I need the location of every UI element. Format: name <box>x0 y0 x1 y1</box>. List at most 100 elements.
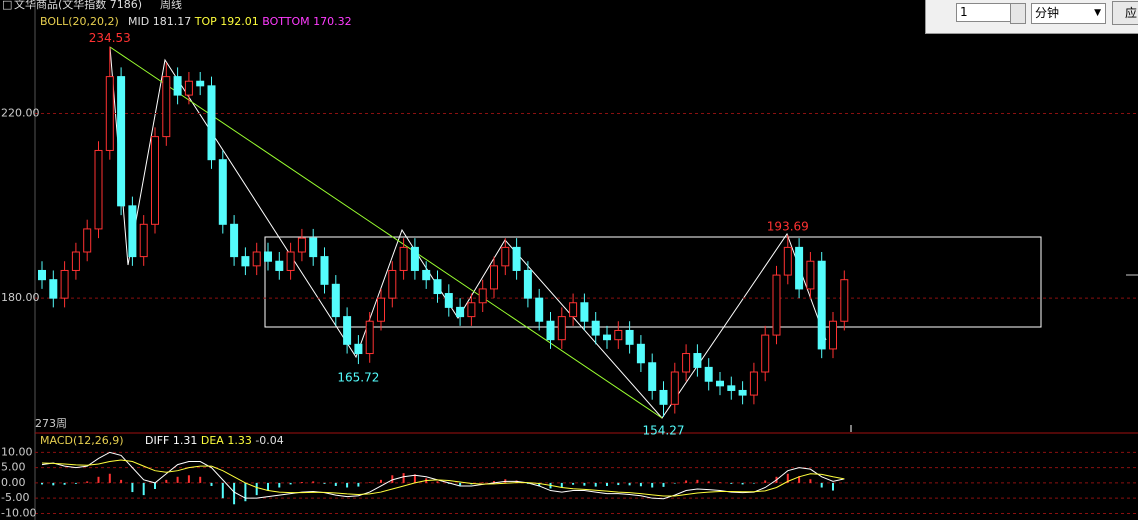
candle-body <box>546 320 555 341</box>
candle-body <box>71 251 80 271</box>
candle-body <box>693 353 702 368</box>
candle-body <box>591 320 600 336</box>
candle-body <box>49 279 58 299</box>
macd-current: -0.04 <box>255 434 283 447</box>
candle-body <box>128 205 137 258</box>
candle-body <box>275 260 284 271</box>
candle-body <box>230 223 239 258</box>
candle-body <box>490 265 498 290</box>
candle-body <box>840 279 849 322</box>
candle-body <box>761 334 770 373</box>
candle-body <box>94 149 103 230</box>
candle-body <box>286 251 295 271</box>
macd-line <box>41 451 845 500</box>
candle-body <box>625 329 634 345</box>
candle-body <box>704 366 713 382</box>
y-tick-label: 10.00 <box>1 445 33 458</box>
candle-body <box>535 297 544 322</box>
candle-body <box>467 302 476 318</box>
candle-body <box>580 302 589 322</box>
candle-body <box>343 316 352 345</box>
extreme-label: 165.72 <box>337 371 379 385</box>
trend-line <box>109 46 663 419</box>
legend-item: MID <box>128 15 149 28</box>
indicator-label: MACD(12,26,9) <box>40 434 124 447</box>
candle-body <box>117 76 126 207</box>
candle-body <box>196 80 205 87</box>
candle-body <box>218 159 227 225</box>
candle-body <box>569 302 578 318</box>
candle-body <box>365 320 374 355</box>
y-tick-label: 180.00 <box>1 291 40 304</box>
candle-body <box>309 237 318 258</box>
candle-body <box>829 320 837 350</box>
legend-item: DEA <box>201 434 224 447</box>
candle-body <box>659 389 668 405</box>
zigzag-drawing <box>109 46 827 419</box>
instrument-label: 文华商品(文华指数 7186) <box>14 0 142 11</box>
candle-body <box>772 274 781 336</box>
candle-body <box>512 246 521 271</box>
candle-body <box>433 279 442 295</box>
candle-body <box>173 76 182 96</box>
legend-item: 192.01 <box>220 15 259 28</box>
range-box <box>264 236 1042 328</box>
legend-item: 181.17 <box>153 15 192 28</box>
candle-body <box>783 246 792 276</box>
candle-body <box>38 269 46 281</box>
candle-body <box>264 251 272 262</box>
extreme-label: 193.69 <box>767 219 809 233</box>
candle-body <box>297 237 306 253</box>
candle-body <box>207 85 216 161</box>
candle-body <box>331 283 340 318</box>
period-label: 周线 <box>160 0 182 11</box>
candle-body <box>614 329 623 341</box>
candle-body <box>162 76 171 138</box>
legend-item: 1.33 <box>227 434 252 447</box>
bollinger-legend: MID 181.17 TOP 192.01 BOTTOM 170.32 <box>128 15 352 28</box>
quantity-input[interactable]: 1 <box>956 3 1013 22</box>
candle-body <box>151 136 159 225</box>
candle-body <box>501 246 510 267</box>
legend-item: 1.31 <box>173 434 198 447</box>
period-count: 273周 <box>35 417 67 430</box>
candle-body <box>83 228 92 253</box>
candle-body <box>670 371 679 405</box>
candle-body <box>682 353 691 373</box>
legend-item: DIFF <box>145 434 169 447</box>
candle-body <box>410 246 419 271</box>
candle-body <box>478 288 487 304</box>
candle-body <box>749 371 758 396</box>
candle-body <box>354 343 363 355</box>
spinner[interactable] <box>1010 3 1026 24</box>
candle-body <box>523 269 532 299</box>
checkbox[interactable]: □ <box>2 0 12 11</box>
candle-body <box>241 256 250 267</box>
candle-body <box>252 251 261 267</box>
y-tick-label: 5.00 <box>1 461 26 474</box>
candle-body <box>422 269 431 281</box>
y-tick-label: 0.00 <box>1 476 26 489</box>
candle-body <box>557 316 566 341</box>
unit-select[interactable]: 分钟 <box>1031 3 1106 24</box>
candle-body <box>377 297 385 322</box>
y-tick-label: 220.00 <box>1 107 40 120</box>
candle-body <box>806 260 815 290</box>
extreme-label: 234.53 <box>89 31 131 45</box>
drawings <box>109 46 1138 432</box>
candle-body <box>795 246 804 290</box>
candle-body <box>456 306 465 318</box>
candle-body <box>727 385 736 391</box>
candle-body <box>603 334 611 341</box>
candle-body <box>648 362 657 391</box>
indicator-label: BOLL(20,20,2) <box>40 15 119 28</box>
candle-body <box>105 76 114 151</box>
apply-button[interactable]: 应 <box>1112 1 1138 25</box>
candle-body <box>738 389 747 396</box>
legend-item: 170.32 <box>313 15 352 28</box>
y-tick-label: -10.00 <box>1 506 36 519</box>
toolbar: 1 分钟 应 <box>925 0 1138 34</box>
candle-body <box>320 256 329 285</box>
